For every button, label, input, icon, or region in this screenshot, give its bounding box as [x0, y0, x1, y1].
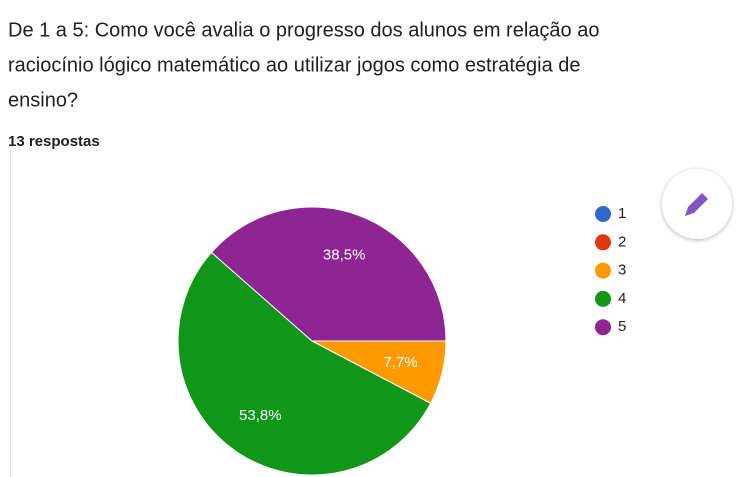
legend-label: 5	[618, 318, 626, 335]
chart-title: raciocínio lógico matemático ao utilizar…	[8, 54, 581, 76]
legend-swatch	[595, 290, 611, 307]
legend-label: 2	[618, 233, 626, 250]
legend-label: 4	[618, 290, 626, 307]
edit-button[interactable]	[662, 169, 732, 239]
legend-swatch	[595, 262, 611, 279]
data-label: 7,7%	[383, 354, 417, 371]
legend-swatch	[595, 234, 611, 251]
data-label: 53,8%	[239, 407, 282, 424]
legend-swatch	[595, 206, 611, 222]
chart-title: ensino?	[8, 89, 78, 111]
pencil-icon[interactable]	[685, 193, 708, 216]
legend-label: 3	[618, 262, 626, 279]
data-label: 38,5%	[323, 247, 366, 264]
pie-slice	[177, 251, 432, 476]
legend-label: 1	[618, 205, 626, 222]
legend-swatch	[595, 319, 611, 336]
chart-title: De 1 a 5: Como você avalia o progresso d…	[8, 19, 599, 41]
subtitle: 13 respostas	[8, 133, 100, 150]
pie-slice	[210, 206, 447, 342]
